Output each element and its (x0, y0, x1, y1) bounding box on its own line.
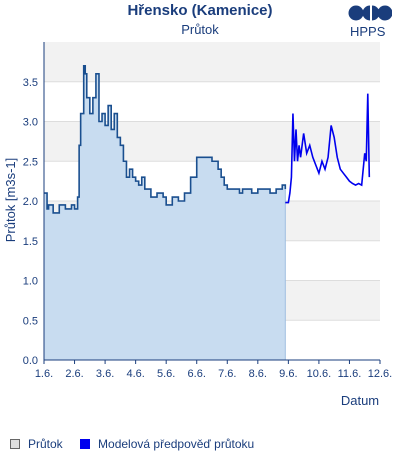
legend-label-observed: Průtok (28, 437, 63, 451)
legend-swatch-observed (10, 439, 20, 449)
x-tick-label: 2.6. (65, 368, 83, 380)
axes (43, 42, 380, 361)
plot-band (44, 42, 380, 82)
x-axis-tick-labels: 1.6. 2.6. 3.6. 4.6. 5.6. 6.6. 7.6. 8.6. 9.6. 10.6… (35, 360, 392, 380)
y-tick-label: 1.5 (23, 236, 38, 248)
x-tick-label: 11.6. (338, 368, 362, 380)
x-tick-label: 7.6. (218, 368, 236, 380)
legend-item-forecast[interactable]: Modelová předpověď průtoku (80, 437, 254, 451)
y-axis-label: Průtok [m3s-1] (3, 158, 18, 243)
x-tick-label: 12.6. (368, 368, 392, 380)
chart-title: Hřensko (Kamenice) (127, 2, 273, 19)
forecast-flow-series (285, 93, 371, 204)
observed-flow-line (44, 65, 287, 214)
y-tick-label: 3.0 (23, 117, 38, 129)
x-tick-label: 4.6. (126, 368, 144, 380)
y-tick-label: 2.5 (23, 156, 38, 168)
y-axis-tick-labels: 0.0 0.5 1.0 1.5 2.0 2.5 3.0 3.5 (23, 77, 38, 367)
x-tick-label: 6.6. (188, 368, 206, 380)
forecast-flow-line (285, 93, 371, 204)
x-axis-label: Datum (341, 393, 379, 408)
x-tick-label: 5.6. (157, 368, 175, 380)
observed-flow-series (44, 65, 287, 360)
legend-label-forecast: Modelová předpověď průtoku (98, 437, 255, 451)
x-tick-label: 3.6. (96, 368, 114, 380)
y-tick-label: 3.5 (23, 77, 38, 89)
y-tick-label: 2.0 (23, 196, 38, 208)
y-tick-label: 0.5 (23, 315, 38, 327)
plot-band (44, 81, 380, 122)
x-tick-label: 9.6. (279, 368, 297, 380)
hpps-logo-icon (348, 5, 393, 26)
logo-text: HPPS (350, 24, 386, 39)
y-tick-label: 1.0 (23, 276, 38, 288)
legend-swatch-forecast (80, 439, 91, 449)
legend-item-observed[interactable]: Průtok (10, 437, 63, 451)
flow-chart: 0.0 0.5 1.0 1.5 2.0 2.5 3.0 3.5 1.6. 2.6. 3.6. 4.6… (3, 42, 392, 408)
chart-subtitle: Průtok (181, 22, 219, 37)
observed-flow-area (44, 65, 286, 360)
x-tick-label: 10.6. (307, 368, 331, 380)
y-tick-label: 0.0 (23, 355, 38, 367)
legend: Průtok Modelová předpověď průtoku (10, 437, 268, 452)
x-tick-label: 1.6. (35, 368, 53, 380)
x-tick-label: 8.6. (249, 368, 267, 380)
